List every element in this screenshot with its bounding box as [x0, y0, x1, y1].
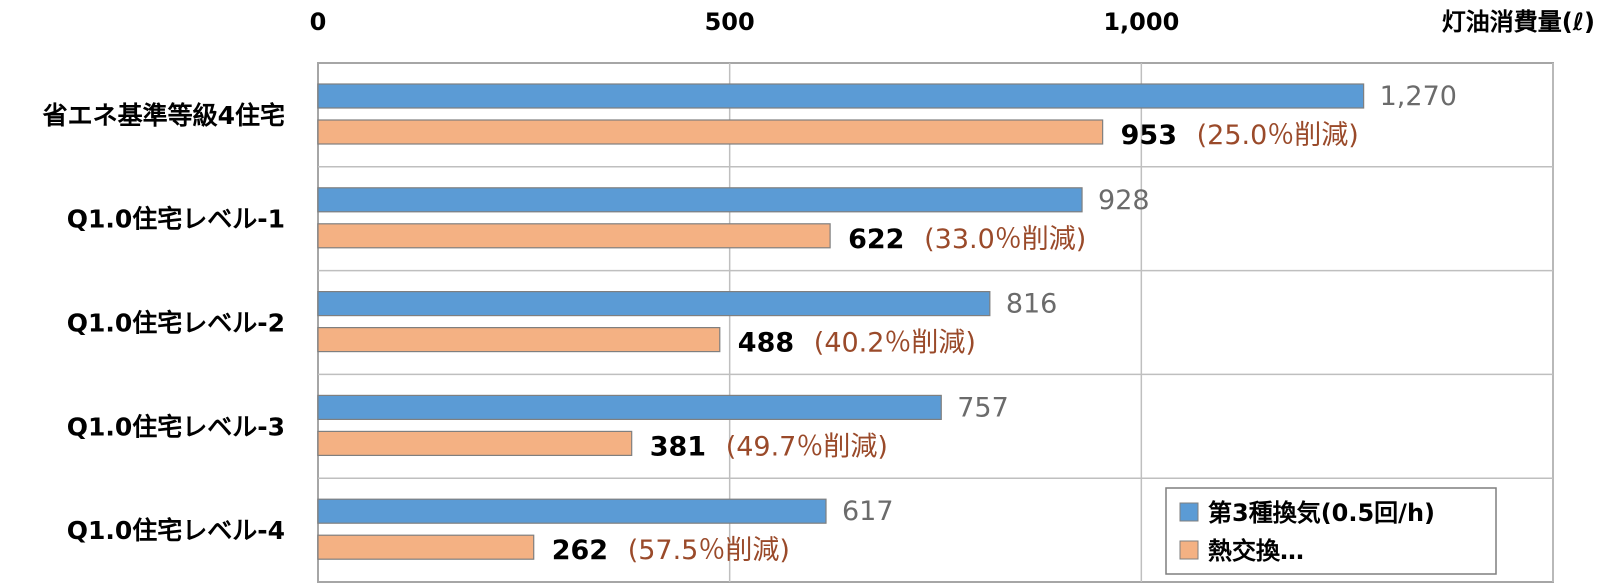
data-label-series-2: 488	[738, 328, 794, 359]
legend-swatch	[1179, 540, 1199, 560]
data-label-series-2: 953	[1121, 120, 1177, 151]
legend-box	[1165, 487, 1497, 575]
bar-series-1	[317, 394, 942, 420]
data-label-series-2: 262	[552, 535, 608, 566]
category-label: Q1.0住宅レベル-1	[67, 205, 285, 234]
bar-series-1	[317, 83, 1365, 109]
category-labels: 省エネ基準等級4住宅 Q1.0住宅レベル-1 Q1.0住宅レベル-2 Q1.0住宅レベ…	[42, 101, 285, 545]
data-label-series-2: 381	[650, 431, 706, 462]
bars	[317, 83, 1365, 560]
gridlines	[317, 62, 1554, 583]
bar-series-1	[317, 498, 827, 524]
bar-series-2	[317, 430, 633, 456]
legend-entry: 第3種換気(0.5回/h)	[1208, 499, 1435, 527]
data-label-series-1: 617	[842, 496, 894, 527]
x-tick-label: 500	[705, 8, 755, 36]
bar-series-2	[317, 119, 1104, 145]
unit-label: 灯油消費量(ℓ)	[1442, 8, 1595, 36]
category-label: Q1.0住宅レベル-2	[67, 309, 285, 338]
x-tick-label: 0	[310, 8, 327, 36]
data-label-series-1: 816	[1006, 289, 1058, 320]
x-tick-labels: 0 500 1,000	[310, 8, 1180, 36]
reduction-annotation: (25.0％削減)	[1197, 120, 1359, 151]
reduction-annotation: (49.7％削減)	[726, 431, 888, 462]
category-label: 省エネ基準等級4住宅	[42, 101, 285, 130]
bar-series-1	[317, 291, 991, 317]
legend-swatch	[1179, 502, 1199, 522]
bar-series-2	[317, 223, 831, 249]
category-label: Q1.0住宅レベル-4	[67, 516, 285, 545]
reduction-annotation: (33.0％削減)	[924, 224, 1086, 255]
legend-entry: 熱交換…	[1208, 537, 1304, 565]
data-label-series-1: 1,270	[1380, 81, 1457, 112]
data-label-series-1: 757	[957, 392, 1009, 423]
bar-series-1	[317, 187, 1083, 213]
category-label: Q1.0住宅レベル-3	[67, 412, 285, 441]
data-label-series-2: 622	[848, 224, 904, 255]
bar-series-2	[317, 327, 721, 353]
x-tick-label: 1,000	[1103, 8, 1179, 36]
data-labels: 1,270 953 (25.0％削減) 928 622 (33.0％削減) 816 488 (4…	[552, 81, 1457, 566]
bar-series-2	[317, 534, 535, 560]
legend: 第3種換気(0.5回/h) 熱交換…	[1165, 487, 1497, 575]
data-label-series-1: 928	[1098, 185, 1150, 216]
reduction-annotation: (57.5％削減)	[628, 535, 790, 566]
reduction-annotation: (40.2％削減)	[814, 328, 976, 359]
